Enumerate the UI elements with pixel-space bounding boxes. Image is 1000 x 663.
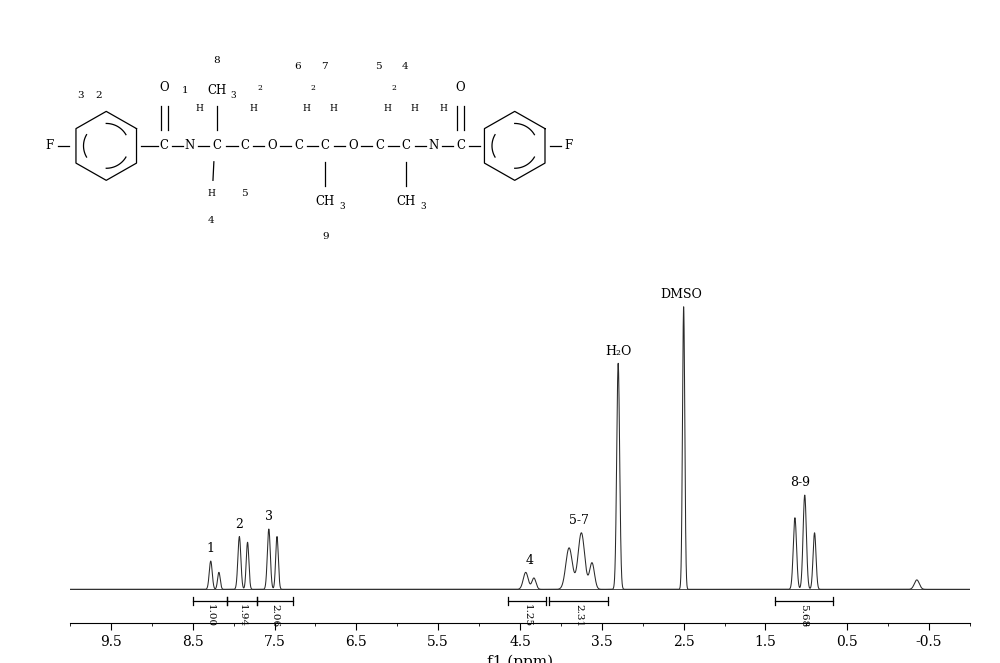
- Text: 2.31: 2.31: [574, 604, 583, 627]
- Text: H: H: [303, 104, 311, 113]
- Text: F: F: [45, 139, 53, 152]
- Text: C: C: [375, 139, 384, 152]
- Text: H: H: [439, 104, 447, 113]
- Text: O: O: [456, 81, 465, 94]
- Text: CH: CH: [207, 84, 226, 97]
- Text: C: C: [160, 139, 169, 152]
- Text: H: H: [250, 104, 257, 113]
- Text: 2: 2: [257, 84, 262, 91]
- Text: 2: 2: [392, 84, 397, 91]
- Text: C: C: [402, 139, 411, 152]
- Text: C: C: [212, 139, 221, 152]
- Text: 5: 5: [241, 189, 248, 198]
- Text: C: C: [321, 139, 330, 152]
- Text: O: O: [159, 81, 169, 94]
- Text: N: N: [185, 139, 195, 152]
- Text: N: N: [429, 139, 439, 152]
- Text: C: C: [456, 139, 465, 152]
- Text: H: H: [195, 104, 203, 113]
- Text: H₂O: H₂O: [605, 345, 631, 357]
- Text: CH: CH: [397, 195, 416, 208]
- Text: 2.06: 2.06: [270, 604, 279, 627]
- Text: 7: 7: [321, 62, 328, 71]
- Text: CH: CH: [316, 195, 335, 208]
- Text: 8-9: 8-9: [790, 477, 810, 489]
- Text: H: H: [207, 189, 215, 198]
- Text: 1.00: 1.00: [205, 604, 214, 627]
- Text: 3: 3: [230, 91, 236, 100]
- Text: 1.94: 1.94: [237, 604, 246, 627]
- Text: 2: 2: [96, 91, 102, 100]
- Text: 3: 3: [420, 202, 426, 211]
- Text: H: H: [411, 104, 418, 113]
- Text: C: C: [241, 139, 250, 152]
- Text: 2: 2: [235, 518, 243, 531]
- Text: O: O: [267, 139, 277, 152]
- Text: 6: 6: [294, 62, 301, 71]
- Text: H: H: [384, 104, 392, 113]
- Text: 5.68: 5.68: [799, 604, 808, 627]
- Text: 4: 4: [526, 554, 534, 567]
- Text: C: C: [294, 139, 303, 152]
- Text: H: H: [330, 104, 337, 113]
- Text: 3: 3: [265, 511, 273, 523]
- Text: F: F: [564, 139, 572, 152]
- Text: 2: 2: [311, 84, 316, 91]
- Text: 4: 4: [402, 62, 409, 71]
- Text: 4: 4: [208, 215, 214, 225]
- Text: 1: 1: [182, 86, 189, 95]
- Text: 1.25: 1.25: [523, 604, 532, 627]
- Text: 3: 3: [339, 202, 345, 211]
- Text: 1: 1: [207, 542, 215, 556]
- Text: 9: 9: [322, 231, 329, 241]
- X-axis label: f1 (ppm): f1 (ppm): [487, 654, 553, 663]
- Text: 5-7: 5-7: [569, 514, 589, 527]
- Text: O: O: [348, 139, 358, 152]
- Text: DMSO: DMSO: [660, 288, 702, 301]
- Text: 8: 8: [213, 56, 220, 66]
- Text: 5: 5: [375, 62, 382, 71]
- Text: 3: 3: [77, 91, 84, 100]
